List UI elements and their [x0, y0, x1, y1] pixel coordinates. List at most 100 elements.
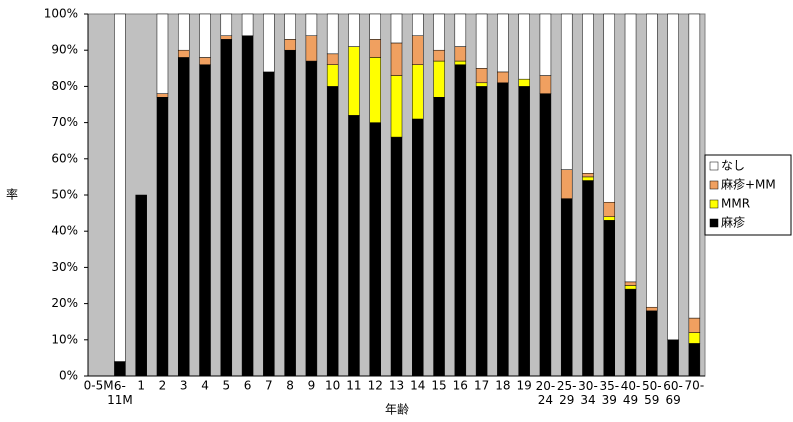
bar-segment — [582, 173, 594, 178]
x-tick-label: 0-5M — [84, 379, 114, 393]
legend-swatch — [709, 180, 719, 190]
bar-segment — [518, 13, 530, 80]
bar-segment — [284, 39, 296, 51]
bar-segment — [646, 306, 658, 312]
bar-segment — [582, 176, 594, 181]
x-tick-label: 14 — [410, 379, 425, 393]
bar-segment — [475, 82, 488, 87]
bar-segment — [156, 93, 169, 98]
bar-segment — [177, 13, 190, 51]
x-tick-label: 9 — [308, 379, 316, 393]
bar-segment — [454, 13, 467, 47]
bar-segment — [539, 13, 552, 76]
bar-segment — [135, 194, 147, 377]
x-tick-label: 3 — [180, 379, 188, 393]
bar-segment — [369, 57, 381, 123]
bar-segment — [603, 201, 616, 217]
bar-segment — [284, 13, 296, 40]
x-tick-label: 13 — [389, 379, 404, 393]
x-tick-label: 20-24 — [536, 379, 556, 407]
bar-segment — [412, 118, 424, 377]
x-tick-label: 50-59 — [642, 379, 662, 407]
y-tick-label: 80% — [51, 79, 78, 93]
bar-segment — [305, 60, 318, 377]
x-tick-label: 70- — [685, 379, 705, 393]
x-tick-label: 8 — [286, 379, 294, 393]
x-tick-label: 10 — [325, 379, 340, 393]
legend-swatch — [709, 199, 719, 209]
bar-segment — [582, 13, 594, 174]
bar-segment — [156, 13, 169, 94]
bar-segment — [220, 35, 233, 40]
bar-segment — [475, 13, 488, 69]
bar-segment — [412, 35, 424, 65]
bar-segment — [475, 86, 488, 377]
y-axis-title: 率 — [6, 187, 18, 202]
bar-segment — [560, 198, 573, 377]
bar-segment — [326, 64, 339, 87]
legend-box — [704, 154, 792, 236]
bar-segment — [284, 49, 296, 377]
bar-segment — [497, 82, 509, 377]
y-tick-label: 0% — [59, 369, 78, 383]
y-tick-label: 30% — [51, 260, 78, 274]
legend-label: MMR — [721, 197, 750, 211]
bar-segment — [348, 115, 360, 377]
bar-segment — [518, 78, 530, 87]
legend-label: 麻疹 — [721, 215, 745, 230]
bar-segment — [114, 361, 126, 377]
bar-segment — [624, 285, 637, 290]
y-tick-label: 40% — [51, 224, 78, 238]
bar-segment — [177, 57, 190, 377]
bar-segment — [369, 122, 381, 377]
bar-segment — [454, 46, 467, 62]
bar-segment — [667, 339, 679, 377]
x-axis-title: 年齢 — [385, 402, 409, 417]
bar-segment — [518, 86, 530, 377]
bar-segment — [241, 13, 254, 36]
bar-segment — [305, 13, 318, 36]
x-tick-label: 12 — [368, 379, 383, 393]
bar-segment — [412, 64, 424, 120]
bar-segment — [220, 39, 233, 377]
bar-segment — [497, 13, 509, 73]
legend-label: なし — [721, 159, 745, 173]
bar-segment — [348, 46, 360, 116]
x-tick-label: 35-39 — [599, 379, 619, 407]
bar-segment — [433, 13, 445, 51]
bar-segment — [433, 97, 445, 377]
x-tick-label: 18 — [495, 379, 510, 393]
bar-segment — [624, 13, 637, 283]
y-tick-label: 70% — [51, 115, 78, 129]
bar-segment — [369, 39, 381, 58]
bar-segment — [390, 136, 403, 377]
y-tick-label: 100% — [44, 7, 78, 21]
bar-segment — [326, 86, 339, 377]
bar-segment — [241, 35, 254, 377]
legend-label: 麻疹+MM — [721, 177, 776, 192]
x-tick-label: 4 — [201, 379, 209, 393]
bar-segment — [667, 13, 679, 341]
bar-segment — [390, 42, 403, 76]
x-tick-label: 6-11M — [107, 379, 133, 407]
bar-segment — [305, 35, 318, 62]
x-tick-label: 60-69 — [663, 379, 683, 407]
bar-segment — [114, 13, 126, 362]
bar-segment — [156, 97, 169, 377]
bar-segment — [369, 13, 381, 40]
x-tick-label: 40-49 — [621, 379, 641, 407]
bar-segment — [603, 216, 616, 221]
x-tick-label: 19 — [517, 379, 532, 393]
bar-segment — [603, 13, 616, 203]
bar-segment — [688, 13, 701, 319]
bar-segment — [454, 60, 467, 65]
x-tick-label: 15 — [431, 379, 446, 393]
bar-segment — [263, 13, 275, 73]
x-tick-label: 16 — [453, 379, 468, 393]
x-tick-label: 30-34 — [578, 379, 598, 407]
bar-segment — [433, 49, 445, 62]
bar-segment — [603, 220, 616, 377]
x-tick-label: 2 — [159, 379, 167, 393]
bar-segment — [348, 13, 360, 47]
bar-segment — [539, 75, 552, 94]
